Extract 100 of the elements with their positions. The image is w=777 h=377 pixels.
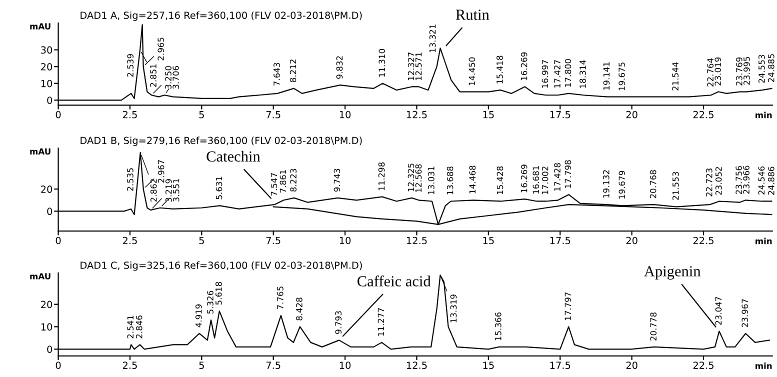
annotation: 23.756 [736, 166, 742, 194]
y-axis-title: mAU [30, 23, 50, 30]
annotation: 7.547 [270, 173, 278, 196]
annotation: 23.966 [743, 166, 750, 194]
y-tick-label: 20 [41, 300, 52, 308]
x-tick-label: 5 [199, 362, 204, 369]
x-tick-label: 0 [56, 362, 61, 369]
x-tick-label: 22.5 [693, 362, 714, 369]
annotation: 8.428 [296, 298, 302, 320]
y-tick-label: 10 [41, 80, 52, 88]
annotation: 19.675 [618, 62, 625, 90]
annotation: 11.298 [378, 162, 385, 190]
x-tick-label: 17.5 [550, 362, 570, 369]
annotation: 14.450 [468, 57, 476, 86]
x-tick-label: 17.5 [550, 236, 570, 244]
annotation: 12.325 [408, 164, 414, 192]
annotation: Caffeic acid [358, 276, 431, 286]
x-tick-label: 17.5 [550, 111, 570, 118]
annotation: 5.326 [207, 290, 214, 314]
x-tick-label: 5 [199, 236, 204, 244]
annotation: 17.800 [564, 59, 572, 87]
annotation: 8.212 [290, 60, 296, 82]
annotation: 2.965 [158, 38, 164, 60]
x-tick-label: 20 [626, 236, 638, 244]
annotation: 2.967 [158, 160, 164, 183]
x-tick-label: 20 [626, 110, 638, 118]
chart-title: DAD1 B, Sig=279,16 Ref=360,100 (FLV 02-03-2018\PM.D) [80, 136, 362, 146]
annotation: 19.679 [618, 170, 626, 199]
annotation: 7.643 [274, 62, 280, 86]
x-tick-label: 7.5 [266, 362, 280, 369]
annotation: 2.541 [127, 316, 134, 338]
annotation: 23.019 [714, 57, 721, 86]
x-tick-label: 7.5 [266, 236, 280, 244]
annotation: 7.861 [280, 170, 286, 193]
annotation: 13.321 [429, 24, 436, 52]
annotation: 9.743 [334, 168, 340, 192]
annotation: 15.418 [496, 56, 503, 84]
annotation: 5.618 [216, 282, 222, 305]
y-tick-label: 0 [47, 96, 52, 104]
annotation: 12.327 [408, 52, 414, 80]
x-tick-label: 15 [483, 236, 494, 244]
annotation: 3.551 [172, 178, 180, 202]
x-tick-label: 10 [340, 110, 351, 118]
annotation: 15.366 [495, 312, 502, 340]
annotation: 24.886 [768, 166, 774, 195]
annotation: 23.967 [742, 299, 748, 328]
annotation: 7.765 [277, 286, 284, 310]
annotation: 16.269 [520, 164, 528, 192]
annotation: 13.031 [428, 166, 434, 194]
annotation: 11.310 [378, 49, 386, 77]
x-tick-label: 12.5 [406, 110, 427, 118]
annotation: 3.250 [165, 66, 172, 89]
y-axis-title: mAU [30, 273, 50, 280]
annotation: 23.047 [715, 296, 722, 325]
y-tick-label: 20 [41, 63, 52, 70]
x-tick-label: 10 [340, 236, 351, 244]
annotation: 21.553 [672, 172, 679, 200]
annotation: 12.571 [415, 52, 422, 80]
x-tick-label: 0 [56, 110, 61, 118]
annotation: 17.798 [564, 160, 572, 188]
annotation: 17.797 [564, 292, 572, 320]
y-axis-title: mAU [30, 148, 50, 155]
annotation: 22.723 [706, 168, 712, 196]
x-tick-label: 15 [483, 111, 494, 118]
x-tick-label: 12.5 [406, 236, 427, 244]
annotation: 4.919 [195, 304, 202, 328]
x-tick-label: 12.5 [406, 362, 427, 369]
annotation: 13.319 [450, 294, 457, 322]
annotation: 24.553 [758, 54, 765, 83]
x-axis-title: min [756, 238, 772, 244]
annotation: 16.269 [520, 52, 528, 80]
annotation: 20.778 [650, 312, 657, 341]
annotation: 20.768 [650, 170, 656, 198]
y-tick-label: 20 [41, 186, 52, 193]
annotation: 2.862 [150, 179, 157, 202]
x-tick-label: 22.5 [693, 110, 714, 118]
x-tick-label: 22.5 [693, 236, 714, 244]
annotation: 23.052 [715, 167, 722, 195]
annotation: 2.539 [127, 54, 134, 77]
annotation: 3.706 [172, 66, 179, 89]
x-tick-label: 15 [483, 362, 494, 369]
annotation: 17.428 [554, 163, 560, 191]
annotation: 23.995 [744, 56, 750, 85]
annotation: 5.631 [216, 176, 222, 200]
x-tick-label: 2.5 [122, 110, 137, 118]
x-tick-label: 2.5 [122, 362, 137, 369]
annotation: 18.314 [580, 60, 586, 88]
x-tick-label: 2.5 [122, 236, 137, 244]
annotation: 24.546 [758, 166, 765, 194]
x-axis-title: min [756, 112, 772, 118]
annotation: 9.832 [336, 56, 343, 79]
annotation: 13.688 [446, 166, 454, 194]
annotation: 22.764 [707, 58, 714, 86]
x-tick-label: 7.5 [266, 111, 280, 118]
annotation: 3.219 [165, 179, 172, 202]
chart-title: DAD1 A, Sig=257,16 Ref=360,100 (FLV 02-03-2018\PM.D) [80, 11, 362, 21]
annotation: 9.793 [335, 311, 342, 334]
annotation: 16.681 [532, 166, 540, 194]
annotation: 19.132 [603, 170, 610, 198]
annotation: Apigenin [644, 266, 701, 280]
